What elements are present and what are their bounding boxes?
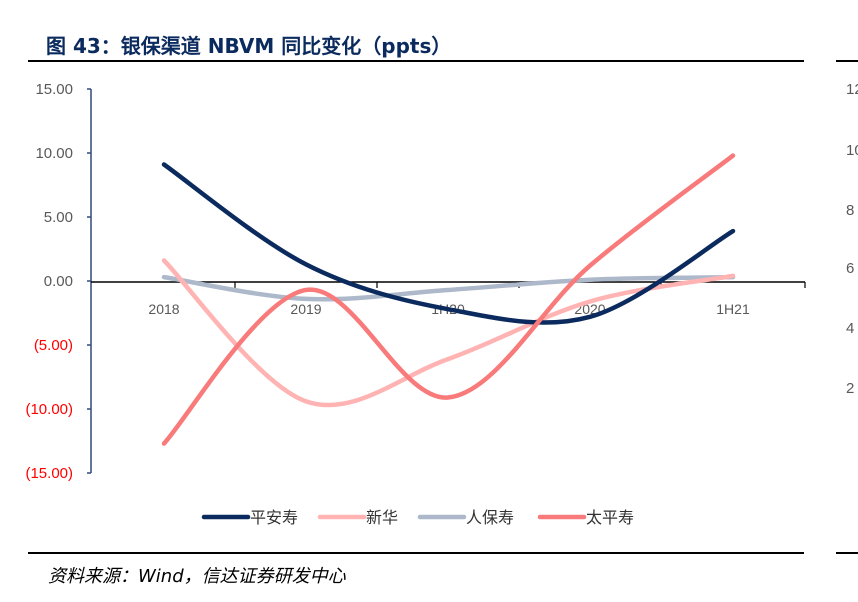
right-chart-tick-label: 8 — [846, 202, 854, 219]
right-chart-tick-label: 6 — [846, 260, 854, 277]
y-tick-label: (10.00) — [25, 401, 73, 418]
legend-label: 新华 — [366, 508, 398, 527]
legend-label: 太平寿 — [586, 508, 634, 527]
series-line-平安寿 — [161, 162, 736, 325]
legend-label: 平安寿 — [250, 508, 298, 527]
y-tick-label: 0.00 — [44, 273, 73, 290]
right-chart-tick-label: 10 — [846, 142, 858, 159]
series-line-新华 — [161, 258, 736, 408]
figure-title: 图 43：银保渠道 NBVM 同比变化（ppts） — [46, 34, 452, 58]
right-chart-tick-label: 4 — [846, 320, 854, 337]
series-line-人保寿 — [161, 274, 736, 302]
y-tick-label: (5.00) — [34, 337, 73, 354]
source-note: 资料来源：Wind，信达证券研发中心 — [48, 566, 346, 587]
y-tick-label: 15.00 — [35, 81, 73, 98]
x-tick-label: 2018 — [148, 301, 179, 317]
y-tick-label: 10.00 — [35, 145, 73, 162]
series-line-太平寿 — [161, 153, 736, 446]
x-tick-label: 2019 — [290, 301, 321, 317]
right-chart-tick-label: 2 — [846, 380, 854, 397]
x-tick-label: 1H21 — [716, 301, 750, 317]
y-tick-label: (15.00) — [25, 465, 73, 482]
y-tick-label: 5.00 — [44, 209, 73, 226]
top-rule — [28, 60, 804, 62]
legend-label: 人保寿 — [466, 508, 514, 527]
right-chart-tick-label: 12 — [846, 81, 858, 98]
bottom-rule — [28, 552, 804, 554]
right-chart-bottom-rule — [836, 552, 858, 554]
right-chart-top-rule — [836, 60, 858, 62]
